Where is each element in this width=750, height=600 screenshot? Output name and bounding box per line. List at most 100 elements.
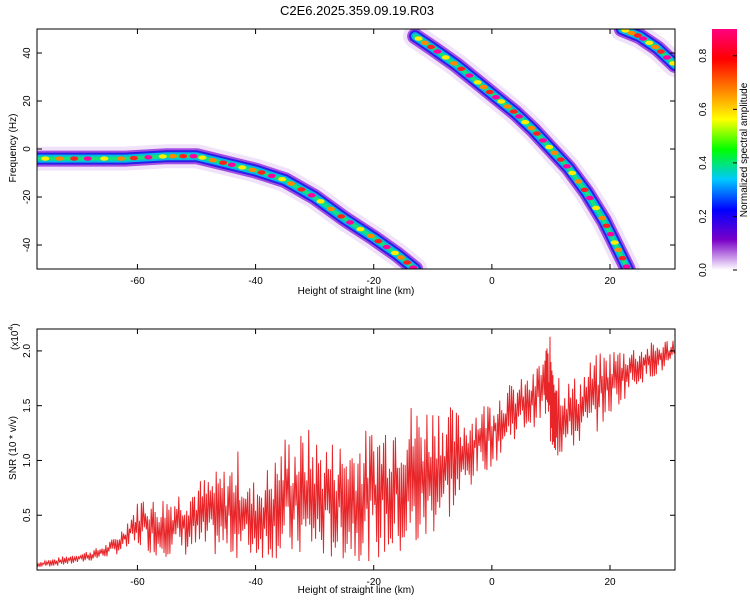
trace-2-peak — [602, 223, 611, 228]
colorbar-ticks: 0.0 0.2 0.4 0.6 0.8 — [698, 48, 737, 277]
spectrogram-y-label: Frequency (Hz) — [8, 114, 19, 183]
trace-2-peak — [479, 84, 488, 90]
trace-1-peak — [168, 154, 177, 159]
trace-2-peak — [497, 99, 506, 104]
x-tick-label: 20 — [604, 276, 616, 287]
trace-2-peak — [509, 109, 518, 114]
trace-2-peak — [539, 138, 547, 143]
trace-2-peak — [568, 170, 577, 176]
trace-1-peak — [391, 250, 399, 256]
trace-1-peak — [238, 165, 247, 170]
y-tick-label: 0 — [22, 146, 33, 152]
trace-1-peak — [403, 260, 412, 265]
trace-1-peak — [409, 265, 418, 269]
trace-1-peak — [129, 155, 138, 161]
y-tick-label: -20 — [22, 189, 33, 204]
trace-1-peak — [41, 156, 50, 161]
snr-y-axis: 0.5 1.0 1.5 2.0 — [22, 344, 675, 522]
trace-1-peak — [374, 239, 383, 244]
snr-series-line — [37, 336, 675, 568]
snr-y-label: SNR (10 * v/v) — [8, 416, 19, 480]
trace-2-peak — [433, 49, 442, 54]
trace-3-peak — [669, 61, 675, 66]
x-tick-label: 0 — [489, 276, 495, 287]
spectrogram-x-axis: -60 -40 -20 0 20 — [130, 29, 616, 287]
trace-1-peak — [356, 227, 365, 232]
trace-1-peak — [326, 206, 335, 212]
trace-2-peak — [606, 232, 615, 237]
y-tick-label: 1.0 — [22, 453, 33, 467]
snr-multiplier-close: ) — [10, 323, 21, 326]
trace-1-peak — [100, 156, 109, 161]
colorbar-tick-label: 0.8 — [698, 48, 709, 62]
x-tick-label: 0 — [489, 577, 495, 588]
snr-multiplier-exp: 4 — [8, 327, 15, 331]
trace-1-peak — [267, 173, 276, 179]
trace-3-peak — [663, 55, 671, 60]
trace-1-peak — [257, 170, 266, 175]
trace-1-peak — [227, 162, 236, 167]
y-tick-label: 1.5 — [22, 398, 33, 412]
trace-1-peak — [366, 233, 375, 239]
trace-1-peak — [189, 154, 198, 159]
colorbar-tick-label: 0.6 — [698, 102, 709, 116]
y-tick-label: 0.5 — [22, 508, 33, 522]
svg-text:(x104): (x104) — [8, 323, 21, 350]
trace-2-peak — [515, 114, 523, 119]
trace-2-peak — [503, 104, 512, 109]
trace-2-peak — [562, 164, 571, 169]
trace-2-peak — [592, 205, 601, 211]
trace-2-peak — [556, 157, 565, 162]
trace-1-peak — [297, 187, 306, 192]
trace-2-peak — [465, 73, 474, 78]
trace-2-peak — [521, 120, 530, 125]
trace-2-peak — [580, 187, 589, 192]
trace-1-peak — [248, 167, 257, 173]
figure-title: C2E6.2025.359.09.19.R03 — [280, 3, 434, 18]
trace-1-peak — [278, 177, 287, 182]
trace-2-peak — [527, 125, 536, 131]
colorbar-tick-label: 0.0 — [698, 263, 709, 277]
spectrogram-plot-area — [36, 28, 676, 270]
trace-2-peak — [457, 66, 466, 72]
colorbar-label: Normalized spectral amplitude — [739, 82, 750, 217]
snr-x-label: Height of straight line (km) — [298, 585, 415, 596]
trace-1-peak — [116, 156, 125, 161]
trace-2-peak — [614, 247, 623, 252]
trace-1-peak — [83, 156, 92, 161]
y-tick-label: 40 — [22, 47, 33, 59]
snr-plot-area — [36, 328, 676, 571]
spectrogram-panel: -60 -40 -20 0 20 -40 -20 0 20 40 Height of strai… — [8, 28, 676, 297]
trace-3-peak — [633, 33, 642, 38]
snr-panel: -60 -40 -20 0 20 0.5 1.0 1.5 2.0 Height of stra… — [8, 323, 676, 596]
x-tick-label: 20 — [604, 577, 616, 588]
trace-1-peak — [316, 199, 325, 204]
trace-2-peak — [585, 195, 594, 201]
trace-3-peak — [656, 49, 665, 54]
y-tick-label: -40 — [22, 237, 33, 252]
trace-2-peak — [532, 131, 541, 136]
x-tick-label: -60 — [130, 276, 145, 287]
y-tick-label: 2.0 — [22, 344, 33, 358]
trace-1-peak — [158, 154, 167, 159]
x-tick-label: -20 — [366, 276, 381, 287]
trace-2-peak — [450, 61, 459, 66]
trace-2-peak — [492, 95, 500, 100]
trace-1-band-1 — [37, 144, 428, 269]
trace-2-band-1 — [403, 29, 640, 269]
colorbar-tick-label: 0.4 — [698, 156, 709, 170]
trace-3-peak — [639, 36, 648, 41]
spectrogram-x-label: Height of straight line (km) — [298, 286, 415, 297]
trace-2-peak — [610, 240, 619, 245]
trace-2-peak — [414, 36, 423, 41]
trace-1-peak — [179, 154, 188, 159]
trace-2-peak — [441, 55, 450, 60]
snr-x-axis: -60 -40 -20 0 20 — [130, 329, 616, 588]
trace-2-peak — [420, 40, 429, 45]
colorbar-tick-label: 0.2 — [698, 209, 709, 223]
spectrogram-y-axis: -40 -20 0 20 40 — [22, 47, 675, 252]
trace-1-peak — [396, 255, 405, 260]
trace-1-peak — [70, 156, 79, 161]
trace-2-peak — [427, 44, 435, 50]
